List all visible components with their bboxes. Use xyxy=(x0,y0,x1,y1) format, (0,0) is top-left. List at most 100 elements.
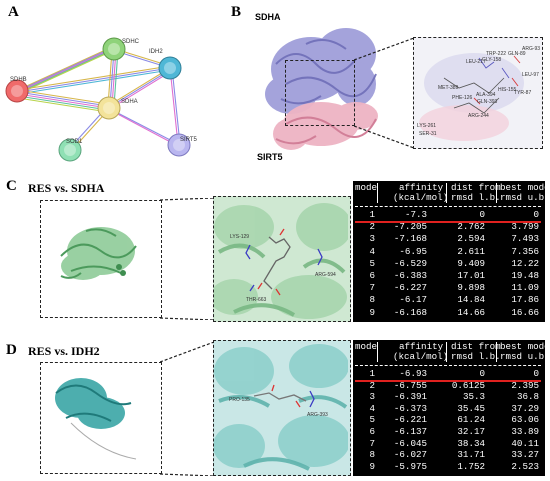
cell-rmsd-lb: 31.71 xyxy=(457,449,485,461)
sdha-binding-pocket-box xyxy=(210,196,352,322)
sdha-sirt5-complex-structure xyxy=(265,28,378,150)
cell-rmsd-ub: 11.09 xyxy=(511,282,539,294)
cell-rmsd-lb: 2.594 xyxy=(457,233,485,245)
cell-rmsd-lb: 0 xyxy=(479,368,485,379)
cell-mode: 1 xyxy=(369,209,375,220)
docking-table-row: 9 -5.975 1.752 2.523 xyxy=(353,460,545,472)
cell-affinity: -7.168 xyxy=(393,233,427,245)
idh2-overview-box xyxy=(40,362,162,474)
docking-table-row: 1 -6.93 0 0 xyxy=(353,368,545,379)
cell-rmsd-ub: 0 xyxy=(533,209,539,220)
docking-table-row: 8 -6.17 14.84 17.86 xyxy=(353,294,545,306)
docking-table-row: 8 -6.027 31.71 33.27 xyxy=(353,449,545,461)
cell-rmsd-lb: 2.762 xyxy=(457,221,485,233)
node-idh2 xyxy=(158,56,182,80)
docking-table-row: 5 -6.221 61.24 63.06 xyxy=(353,414,545,426)
best-pose-highlight xyxy=(355,221,541,224)
cell-mode: 1 xyxy=(369,368,375,379)
node-sod1 xyxy=(58,138,82,162)
residue-label: TRP-222 xyxy=(486,51,507,57)
node-label-sod1: SOD1 xyxy=(66,139,83,145)
header-rmsd-ub: rmsd u.b. xyxy=(500,351,550,362)
cell-rmsd-ub: 19.48 xyxy=(511,270,539,281)
cell-mode: 2 xyxy=(369,379,375,391)
header-mode: mode xyxy=(355,341,378,352)
cell-rmsd-lb: 38.34 xyxy=(457,437,485,449)
residue-label: LEU-97 xyxy=(522,72,539,78)
docking-table-row: 7 -6.227 9.898 11.09 xyxy=(353,282,545,294)
cell-mode: 7 xyxy=(369,437,375,449)
node-label-sdha: SDHA xyxy=(121,99,138,105)
panel-label-d: D xyxy=(6,342,17,358)
cell-rmsd-ub: 12.22 xyxy=(511,257,539,269)
header-dist-from: dist from xyxy=(451,341,501,352)
cell-affinity: -5.975 xyxy=(393,460,427,472)
cell-rmsd-lb: 0 xyxy=(479,209,485,220)
header-affinity: affinity xyxy=(399,182,444,193)
residue-label: PHE-126 xyxy=(452,95,473,101)
node-sirt5 xyxy=(167,133,191,157)
residue-label: GLN-393 xyxy=(477,99,498,105)
residue-label: THR-663 xyxy=(246,297,267,303)
residue-label: ARG-393 xyxy=(307,412,328,418)
residue-label: ARG-93 xyxy=(522,46,541,52)
panel-label-a: A xyxy=(8,4,19,20)
docking-table-row: 2 -7.205 2.762 3.799 xyxy=(353,221,545,233)
cell-rmsd-lb: 32.17 xyxy=(457,426,485,437)
cell-rmsd-ub: 33.27 xyxy=(511,449,539,461)
cell-mode: 3 xyxy=(369,391,375,403)
residue-label: ALA-394 xyxy=(476,92,496,98)
cell-rmsd-lb: 14.84 xyxy=(457,294,485,306)
cell-rmsd-ub: 36.8 xyxy=(516,391,539,403)
cell-mode: 8 xyxy=(369,449,375,461)
cell-mode: 5 xyxy=(369,414,375,426)
cell-rmsd-lb: 14.66 xyxy=(457,306,485,318)
zoom-connector-lines-d xyxy=(160,342,215,476)
binding-site-zoom-panel xyxy=(413,37,543,149)
docking-table-row: 4 -6.373 35.45 37.29 xyxy=(353,402,545,414)
node-label-idh2: IDH2 xyxy=(149,49,163,55)
cell-affinity: -6.95 xyxy=(399,245,427,257)
docking-results-table-idh2: mode affinity dist from best mode (kcal/… xyxy=(353,340,550,476)
docking-table-row: 4 -6.95 2.611 7.356 xyxy=(353,245,545,257)
node-sdhb xyxy=(5,79,29,103)
protein-interaction-network xyxy=(5,37,191,162)
cell-rmsd-lb: 9.409 xyxy=(457,257,485,269)
residue-label: PRO-135 xyxy=(229,397,250,403)
header-mode: mode xyxy=(355,182,378,193)
cell-mode: 9 xyxy=(369,460,375,472)
cell-rmsd-lb: 2.611 xyxy=(457,245,485,257)
header-dist-from: dist from xyxy=(451,182,501,193)
docking-table-row: 1 -7.3 0 0 xyxy=(353,209,545,220)
node-label-sdhc: SDHC xyxy=(122,39,140,45)
cell-affinity: -6.137 xyxy=(393,426,427,437)
node-label-sirt5: SIRT5 xyxy=(180,137,197,143)
cell-mode: 4 xyxy=(369,245,375,257)
cell-affinity: -6.373 xyxy=(393,402,427,414)
cell-rmsd-ub: 0 xyxy=(533,368,539,379)
cell-rmsd-lb: 1.752 xyxy=(457,460,485,472)
header-best-mode: best mode xyxy=(500,182,550,193)
cell-affinity: -6.383 xyxy=(393,270,427,281)
sirt5-label: SIRT5 xyxy=(257,152,283,162)
cell-rmsd-ub: 33.89 xyxy=(511,426,539,437)
panel-d-title: RES vs. IDH2 xyxy=(28,344,100,358)
header-rmsd-lb: rmsd l.b. xyxy=(451,351,501,362)
cell-rmsd-ub: 7.356 xyxy=(511,245,539,257)
residue-label: LEU-217 xyxy=(466,59,486,65)
sdha-label: SDHA xyxy=(255,12,281,22)
cell-mode: 4 xyxy=(369,402,375,414)
residue-label: ARG-244 xyxy=(468,113,489,119)
docking-table-row: 9 -6.168 14.66 16.66 xyxy=(353,306,545,318)
header-rmsd-lb: rmsd l.b. xyxy=(451,192,501,203)
sdha-overview-box xyxy=(40,200,162,318)
cell-rmsd-ub: 40.11 xyxy=(511,437,539,449)
residue-label: MET-389 xyxy=(438,85,459,91)
cell-rmsd-ub: 2.523 xyxy=(511,460,539,472)
residue-label: TYR-87 xyxy=(514,90,532,96)
cell-affinity: -7.205 xyxy=(393,221,427,233)
header-affinity: affinity xyxy=(399,341,444,352)
cell-rmsd-ub: 37.29 xyxy=(511,402,539,414)
cell-rmsd-ub: 63.06 xyxy=(511,414,539,426)
residue-label: LYS-129 xyxy=(230,234,250,240)
